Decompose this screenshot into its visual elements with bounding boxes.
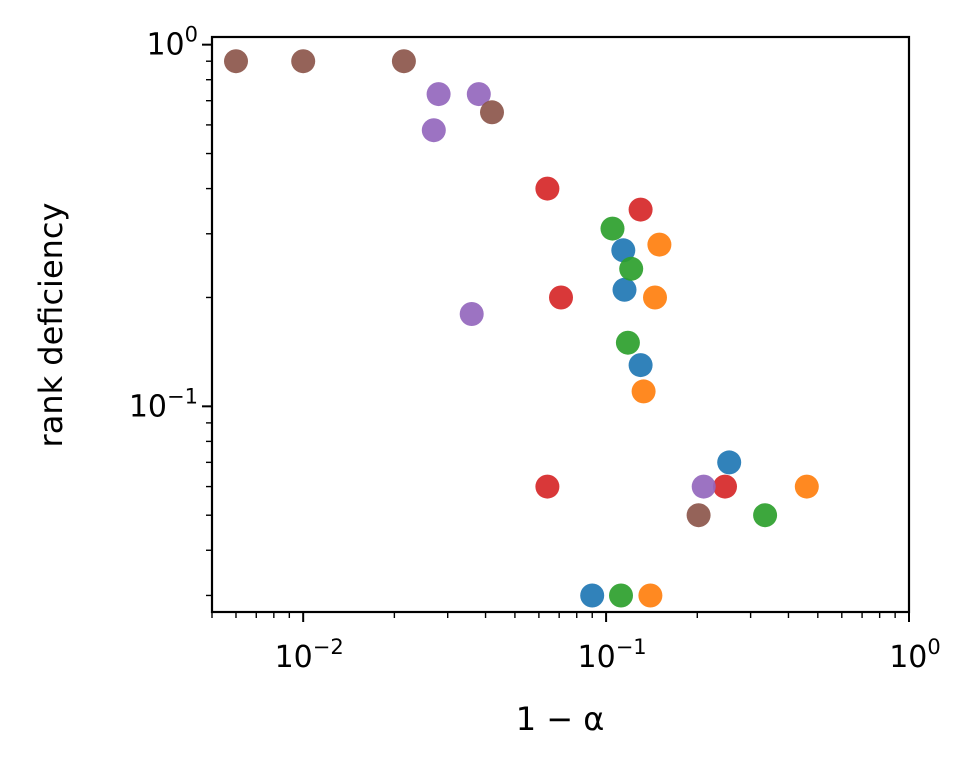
data-point-s3-3 — [535, 474, 560, 499]
data-point-s2-0 — [600, 216, 625, 241]
data-point-s5-3 — [480, 100, 504, 125]
x-axis-label: 1 − α — [516, 700, 605, 738]
plot-frame — [210, 35, 911, 614]
data-points — [224, 49, 819, 608]
data-point-s0-2 — [628, 353, 653, 378]
data-point-s4-0 — [426, 82, 451, 107]
data-point-s3-4 — [713, 474, 737, 499]
x-tick-label-0: 10−2 — [275, 635, 344, 675]
data-point-s1-3 — [794, 474, 819, 499]
data-point-s3-1 — [628, 197, 653, 222]
data-point-s2-1 — [619, 256, 644, 281]
data-point-s5-2 — [391, 49, 416, 74]
data-point-s4-4 — [691, 474, 716, 499]
x-tick-label-2: 100 — [889, 635, 941, 675]
data-point-s3-0 — [535, 176, 560, 201]
data-point-s1-4 — [638, 583, 663, 608]
data-point-s5-1 — [291, 49, 316, 74]
data-point-s2-4 — [609, 583, 633, 608]
data-point-s0-0 — [611, 238, 636, 263]
data-point-s5-4 — [686, 503, 711, 528]
y-axis-label: rank deficiency — [32, 203, 70, 448]
data-point-s0-1 — [612, 277, 637, 302]
data-point-s0-3 — [717, 450, 742, 475]
axis-ticks — [202, 43, 910, 622]
data-point-s3-2 — [549, 285, 573, 310]
data-point-s4-1 — [466, 82, 491, 107]
y-tick-label-1: 100 — [146, 23, 198, 63]
y-tick-label-0: 10−1 — [129, 384, 198, 424]
data-point-s1-2 — [631, 379, 656, 404]
x-tick-label-1: 10−1 — [578, 635, 647, 675]
data-point-s2-3 — [753, 503, 778, 528]
data-point-s4-2 — [421, 118, 446, 143]
data-point-s5-0 — [224, 49, 248, 74]
data-point-s1-0 — [647, 232, 672, 257]
data-point-s4-3 — [459, 302, 484, 326]
tick-labels: 10−2 10−1 100 10−1 100 — [129, 23, 941, 675]
data-point-s1-1 — [643, 285, 667, 310]
data-point-s2-2 — [615, 330, 640, 355]
data-point-s0-4 — [580, 583, 605, 608]
